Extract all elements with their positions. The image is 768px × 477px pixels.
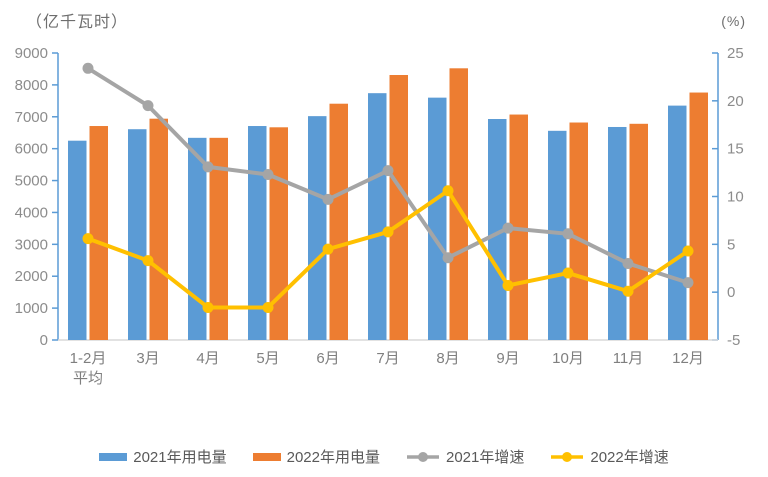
legend-label: 2022年用电量 (286, 449, 380, 466)
bar-swatch-icon (252, 452, 281, 461)
legend-item-2021-growth: 2021年增速 (406, 446, 524, 467)
bar-2021年用电量 (428, 97, 447, 341)
chart-legend: 2021年用电量 2022年用电量 2021年增速 2022年增速 (0, 446, 768, 467)
svg-text:10月: 10月 (552, 350, 584, 367)
bar-2021年用电量 (488, 119, 507, 340)
svg-text:6000: 6000 (15, 141, 48, 158)
svg-text:7月: 7月 (376, 350, 399, 367)
legend-item-2022-consumption: 2022年用电量 (252, 446, 380, 467)
svg-text:7000: 7000 (15, 109, 48, 126)
bar-2021年用电量 (668, 105, 687, 340)
chart-plot-area: 0 1000 2000 3000 4000 5000 6000 7000 8000 9000 -5 0… (15, 45, 744, 387)
svg-text:4000: 4000 (15, 204, 48, 221)
svg-text:平均: 平均 (73, 370, 103, 387)
svg-text:8月: 8月 (436, 350, 459, 367)
legend-label: 2021年增速 (446, 449, 525, 466)
bar-2022年用电量 (329, 103, 348, 340)
line-swatch-icon (407, 451, 439, 462)
svg-text:5000: 5000 (15, 173, 48, 190)
svg-text:5月: 5月 (256, 350, 279, 367)
svg-text:2000: 2000 (15, 268, 48, 285)
legend-item-2022-growth: 2022年增速 (550, 446, 669, 467)
bar-2021年用电量 (608, 126, 627, 340)
svg-text:6月: 6月 (316, 350, 339, 367)
svg-text:1-2月: 1-2月 (70, 350, 107, 367)
left-axis-unit-label: （亿千瓦时） (26, 14, 129, 31)
bar-2022年用电量 (689, 92, 708, 340)
svg-text:0: 0 (40, 332, 48, 349)
svg-text:1000: 1000 (15, 300, 48, 317)
bar-2021年用电量 (248, 126, 267, 340)
svg-text:9月: 9月 (496, 350, 519, 367)
svg-text:12月: 12月 (672, 350, 704, 367)
svg-text:20: 20 (727, 93, 744, 110)
bar-2022年用电量 (89, 126, 108, 340)
svg-text:15: 15 (727, 141, 744, 158)
svg-text:5: 5 (727, 236, 735, 253)
svg-text:25: 25 (727, 45, 744, 62)
bar-2022年用电量 (209, 137, 228, 340)
bar-2022年用电量 (149, 118, 168, 341)
svg-text:4月: 4月 (196, 350, 219, 367)
legend-label: 2021年用电量 (133, 449, 227, 466)
bar-2022年用电量 (629, 123, 648, 340)
bar-2021年用电量 (548, 130, 567, 340)
svg-text:3000: 3000 (15, 236, 48, 253)
bar-2021年用电量 (128, 129, 147, 340)
svg-text:-5: -5 (727, 332, 740, 349)
bar-2021年用电量 (188, 137, 207, 340)
legend-item-2021-consumption: 2021年用电量 (99, 446, 227, 467)
svg-text:10: 10 (727, 189, 744, 206)
bar-2022年用电量 (569, 122, 588, 340)
svg-text:3月: 3月 (136, 350, 159, 367)
bar-swatch-icon (99, 452, 128, 461)
bar-2021年用电量 (68, 140, 87, 340)
bar-2021年用电量 (368, 93, 387, 341)
legend-label: 2022年增速 (590, 449, 669, 466)
bar-2022年用电量 (389, 75, 408, 341)
bar-2021年用电量 (308, 116, 327, 340)
svg-text:9000: 9000 (15, 45, 48, 62)
svg-text:8000: 8000 (15, 77, 48, 94)
right-axis-unit-label: (%) (721, 13, 746, 29)
line-swatch-icon (551, 451, 584, 462)
svg-text:11月: 11月 (613, 350, 644, 367)
svg-text:0: 0 (727, 284, 735, 301)
